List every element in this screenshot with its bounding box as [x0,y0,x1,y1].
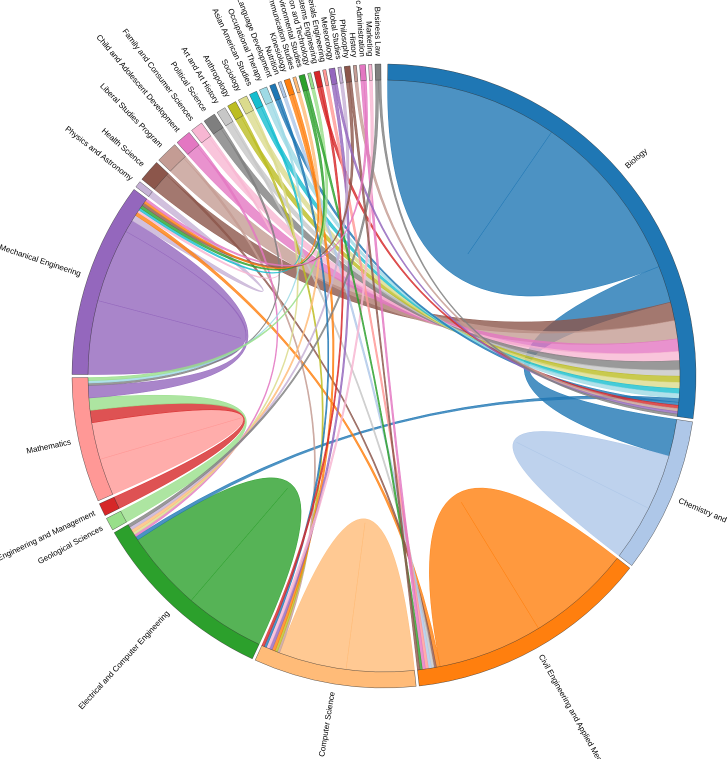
group-arc [313,70,324,88]
group-arc [307,72,315,90]
group-arc [343,65,353,83]
group-arc [259,86,273,105]
ribbons [87,79,681,673]
group-arc [113,524,260,660]
group-arc [292,76,301,94]
group-arc [417,557,631,687]
group-arc [216,107,234,127]
group-arc [227,101,244,121]
group-label: Chemistry and Biochemistry [677,496,727,543]
group-arc [71,377,114,502]
group-label: Mathematics [26,437,72,455]
group-label: History [348,32,359,58]
group-arc [277,81,287,98]
group-arc [191,122,212,144]
group-arc [298,74,309,92]
group-arc [269,83,281,101]
group-arc [618,419,693,566]
group-label: Business Law [373,7,383,57]
group-label: Civil Engineering and Applied Mechanics [537,653,615,759]
group-arc [71,189,148,375]
group-arc [359,64,367,82]
group-arc [368,64,373,81]
group-arc [238,95,254,115]
group-arc [283,78,295,96]
group-label: Mechanical Engineering [0,243,82,279]
ribbon [279,518,415,673]
group-arc [328,67,338,85]
group-arc [352,65,359,82]
group-arc [176,132,200,155]
group-arc [337,66,344,84]
group-arc [203,113,224,135]
group-arcs [71,63,697,689]
group-label: Electrical and Computer Engineering [77,609,172,711]
group-arc [374,63,382,81]
group-arc [99,496,120,516]
group-label: Marketing [364,21,375,56]
group-arc [249,90,264,110]
group-label: Biology [623,146,649,170]
group-arc [135,181,153,197]
group-label: Computer Science [317,691,337,758]
group-arc [387,63,697,419]
group-arc [254,645,417,689]
group-arc [106,510,127,531]
group-arc [322,69,330,87]
group-arc [141,162,169,190]
group-arc [158,144,186,172]
